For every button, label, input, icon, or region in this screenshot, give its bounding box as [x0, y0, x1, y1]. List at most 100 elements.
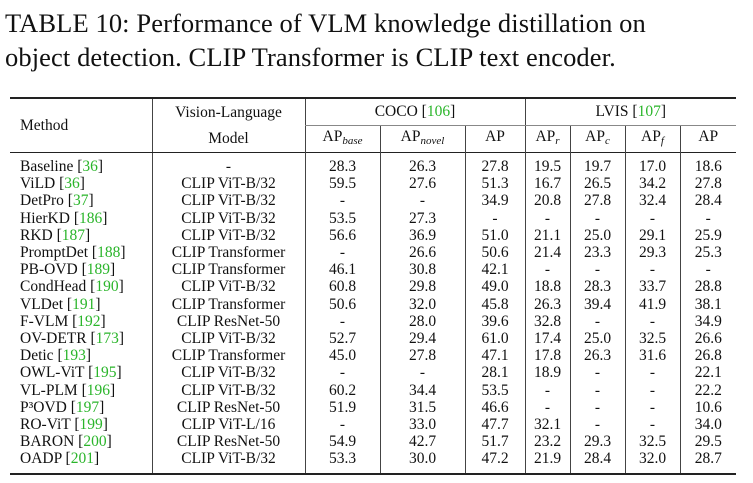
header-vl-bottom: Model [151, 125, 305, 153]
value-cell: 23.2 [524, 433, 570, 451]
value-cell: 18.8 [524, 278, 570, 296]
header-col-6: AP [679, 125, 736, 153]
value-cell: 54.9 [304, 433, 380, 451]
value-cell: - [464, 209, 525, 227]
value-cell: 23.3 [569, 244, 625, 262]
value-cell: 28.8 [679, 278, 736, 296]
table-row: Baseline [36] -28.3 26.3 27.8 19.5 19.7 17.0 18… [10, 152, 736, 176]
method-cell: BARON [200] [20, 433, 112, 451]
method-cell: OWL-ViT [195] [20, 364, 122, 382]
value-cell: 32.0 [379, 295, 465, 313]
value-cell: 22.1 [679, 364, 736, 382]
value-cell: - [569, 312, 625, 331]
header-col-4: APc [569, 125, 625, 153]
value-cell: 27.8 [679, 175, 736, 193]
caption-line-2: object detection. CLIP Transformer is CL… [5, 42, 616, 72]
value-cell: 28.7 [679, 450, 736, 474]
value-cell: 17.8 [524, 347, 570, 365]
method-cell: OADP [201] [20, 450, 100, 468]
model-cell: CLIP Transformer [151, 347, 305, 365]
value-cell: 53.5 [464, 381, 525, 399]
value-cell: 26.5 [569, 175, 625, 193]
value-cell: 29.8 [379, 278, 465, 296]
value-cell: - [524, 261, 570, 279]
value-cell: 28.1 [464, 364, 525, 382]
header-col-2: AP [464, 125, 525, 153]
table-row: PB-OVD [189] CLIP Transformer 46.1 30.8 42.1… [10, 261, 736, 279]
value-cell: 21.1 [524, 226, 570, 245]
value-cell: 60.2 [304, 381, 380, 399]
table-row: PromptDet [188] CLIP Transformer -26.6 50.6… [10, 244, 736, 262]
value-cell: 18.9 [524, 364, 570, 382]
value-cell: 36.9 [379, 226, 465, 245]
method-cell: RO-ViT [199] [20, 416, 108, 434]
value-cell: 56.6 [304, 226, 380, 245]
model-cell: CLIP Transformer [151, 261, 305, 279]
value-cell: 28.4 [679, 192, 736, 210]
value-cell: 31.5 [379, 398, 465, 417]
value-cell: - [569, 381, 625, 399]
value-cell: 17.4 [524, 330, 570, 348]
value-cell: 27.6 [379, 175, 465, 193]
value-cell: 38.1 [679, 295, 736, 313]
table-row: DetPro [37] CLIP ViT-B/32- -34.9 20.8 27.8 32… [10, 192, 736, 210]
value-cell: 45.0 [304, 347, 380, 365]
value-cell: 51.3 [464, 175, 525, 193]
value-cell: 50.6 [464, 244, 525, 262]
model-cell: CLIP ViT-B/32 [151, 175, 305, 193]
value-cell: 26.3 [569, 347, 625, 365]
header-col-0: APbase [304, 125, 380, 153]
value-cell: - [679, 261, 736, 279]
value-cell: - [569, 261, 625, 279]
value-cell: 27.8 [464, 152, 525, 176]
table-caption: TABLE 10: Performance of VLM knowledge d… [5, 6, 646, 74]
value-cell: 51.0 [464, 226, 525, 245]
method-cell: VLDet [191] [20, 295, 101, 313]
value-cell: 26.3 [524, 295, 570, 313]
value-cell: 26.8 [679, 347, 736, 365]
model-cell: CLIP ViT-L/16 [151, 416, 305, 434]
header-vl-top: Vision-Language [151, 98, 305, 126]
value-cell: 34.4 [379, 381, 465, 399]
results-table: Method Vision-Language COCO [106] LVIS [… [10, 97, 736, 475]
model-cell: CLIP ViT-B/32 [151, 330, 305, 348]
table-row: OADP [201] CLIP ViT-B/32 53.3 30.0 47.2 21.9 2… [10, 450, 736, 474]
value-cell: 18.6 [679, 152, 736, 176]
value-cell: 47.1 [464, 347, 525, 365]
value-cell: 32.8 [524, 312, 570, 331]
header-method: Method [10, 98, 152, 153]
table-row: VL-PLM [196] CLIP ViT-B/32 60.2 34.4 53.5- - -… [10, 381, 736, 399]
header-col-5: APf [624, 125, 680, 153]
value-cell: - [624, 416, 680, 434]
value-cell: 30.0 [379, 450, 465, 474]
value-cell: 53.5 [304, 209, 380, 227]
method-cell: VL-PLM [196] [20, 381, 116, 399]
method-cell: P³OVD [197] [20, 398, 105, 416]
table-row: Detic [193] CLIP Transformer 45.0 27.8 47.1 1… [10, 347, 736, 365]
value-cell: 34.0 [679, 416, 736, 434]
value-cell: 47.7 [464, 416, 525, 434]
value-cell: - [569, 416, 625, 434]
value-cell: - [304, 192, 380, 210]
value-cell: 39.4 [569, 295, 625, 313]
value-cell: 31.6 [624, 347, 680, 365]
value-cell: 26.6 [379, 244, 465, 262]
value-cell: 19.7 [569, 152, 625, 176]
value-cell: 29.4 [379, 330, 465, 348]
value-cell: 45.8 [464, 295, 525, 313]
value-cell: 21.4 [524, 244, 570, 262]
value-cell: 32.5 [624, 433, 680, 451]
method-cell: CondHead [190] [20, 278, 124, 296]
value-cell: - [624, 398, 680, 417]
method-cell: PB-OVD [189] [20, 261, 116, 279]
value-cell: - [304, 416, 380, 434]
value-cell: 10.6 [679, 398, 736, 417]
value-cell: 28.0 [379, 312, 465, 331]
model-cell: CLIP ViT-B/32 [151, 209, 305, 227]
value-cell: 52.7 [304, 330, 380, 348]
value-cell: - [379, 364, 465, 382]
header-col-1: APnovel [379, 125, 465, 153]
table-row: F-VLM [192] CLIP ResNet-50-28.0 39.6 32.8- -… [10, 312, 736, 331]
value-cell: 19.5 [524, 152, 570, 176]
model-cell: CLIP ResNet-50 [151, 398, 305, 417]
